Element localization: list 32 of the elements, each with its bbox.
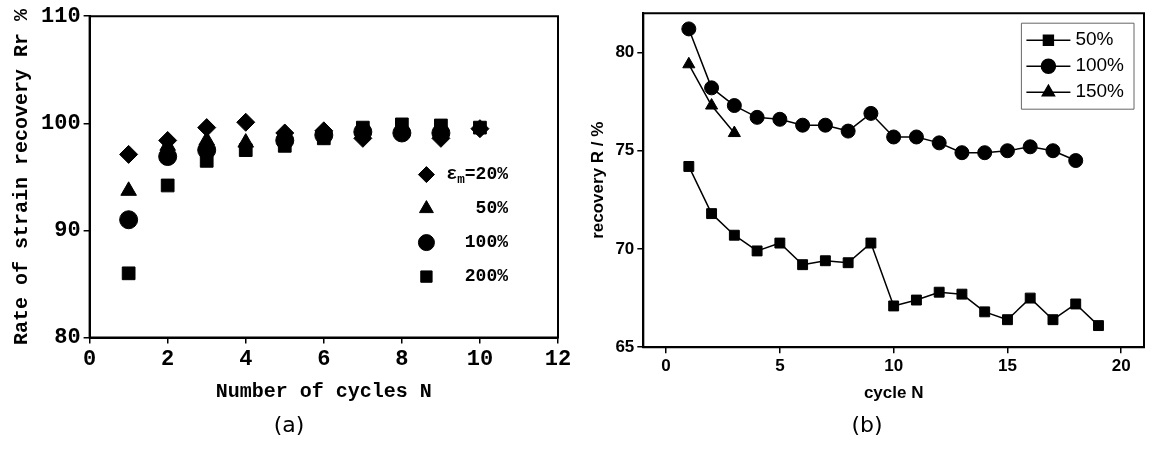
y-axis-title: Rate of strain recovery Rr % bbox=[10, 7, 34, 345]
y-tick-label: 70 bbox=[615, 238, 635, 258]
y-tick-label: 65 bbox=[615, 336, 635, 356]
legend-label: 150% bbox=[1075, 80, 1125, 102]
x-tick-label: 15 bbox=[997, 356, 1017, 376]
legend-label: 50% bbox=[475, 198, 509, 219]
y-tick-label: 80 bbox=[615, 42, 635, 62]
x-tick-label: 20 bbox=[1111, 356, 1131, 376]
x-tick-label: 0 bbox=[83, 347, 97, 373]
legend-label: 50% bbox=[1075, 28, 1114, 50]
x-tick-label: 10 bbox=[466, 347, 494, 373]
text: (b) bbox=[850, 412, 884, 437]
legend-label: 200% bbox=[464, 266, 509, 287]
x-tick-label: 5 bbox=[775, 356, 785, 376]
x-tick-label: 6 bbox=[317, 347, 331, 373]
x-tick-label: 8 bbox=[395, 347, 409, 373]
y-tick-label: 75 bbox=[615, 140, 635, 160]
y-tick-label: 110 bbox=[41, 3, 81, 29]
x-tick-label: 12 bbox=[544, 347, 572, 373]
text: (a) bbox=[272, 412, 306, 437]
y-axis-title: recovery R / % bbox=[587, 121, 607, 239]
y-tick-label: 90 bbox=[54, 218, 81, 244]
x-tick-label: 0 bbox=[661, 356, 671, 376]
y-tick-label: 100 bbox=[41, 110, 81, 136]
x-axis-title: cycle N bbox=[863, 383, 924, 403]
x-tick-label: 2 bbox=[161, 347, 175, 373]
legend-label: 100% bbox=[1075, 54, 1125, 76]
x-axis-title: Number of cycles N bbox=[215, 380, 432, 404]
x-tick-label: 4 bbox=[239, 347, 253, 373]
legend-label: 100% bbox=[464, 232, 509, 253]
x-tick-label: 10 bbox=[884, 356, 904, 376]
y-tick-label: 80 bbox=[54, 325, 81, 351]
